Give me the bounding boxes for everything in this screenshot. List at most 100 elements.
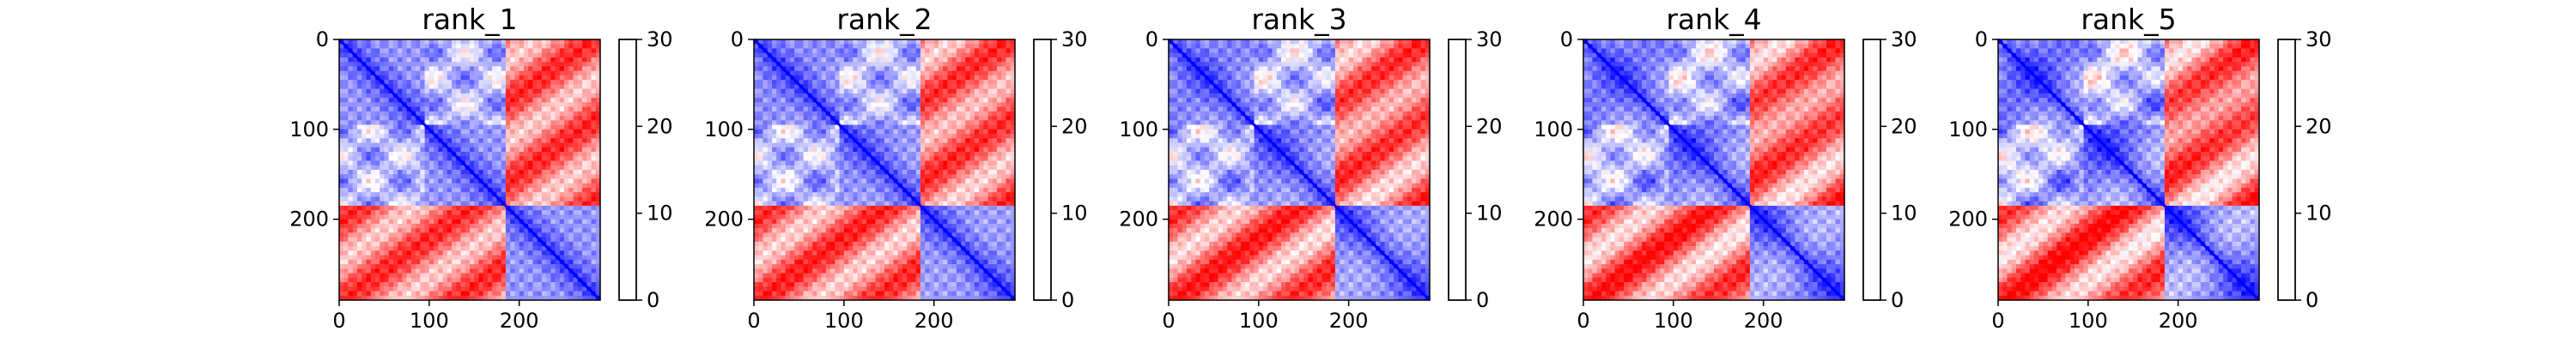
heatmap-cell: [992, 138, 998, 143]
heatmap-cell: [884, 134, 890, 139]
heatmap-cell: [817, 39, 822, 45]
heatmap-cell: [884, 66, 890, 71]
heatmap-cell: [523, 201, 529, 207]
heatmap-cell: [402, 147, 407, 153]
heatmap-cell: [812, 134, 817, 139]
heatmap-cell: [848, 98, 854, 103]
heatmap-cell: [839, 75, 845, 81]
heatmap-cell: [456, 205, 461, 211]
heatmap-cell: [384, 75, 389, 81]
heatmap-cell: [843, 111, 849, 117]
heatmap-cell: [348, 116, 354, 121]
heatmap-cell: [392, 111, 398, 117]
heatmap-cell: [460, 259, 466, 265]
heatmap-cell: [519, 165, 525, 171]
heatmap-cell: [929, 52, 934, 58]
heatmap-cell: [541, 88, 547, 94]
heatmap-cell: [496, 219, 501, 225]
heatmap-cell: [416, 255, 421, 261]
heatmap-cell: [356, 93, 362, 99]
heatmap-cell: [452, 170, 457, 175]
heatmap-cell: [559, 80, 565, 85]
heatmap-cell: [361, 66, 367, 71]
heatmap-cell: [438, 48, 443, 54]
heatmap-cell: [514, 259, 519, 265]
heatmap-cell: [785, 52, 791, 58]
heatmap-cell: [384, 255, 389, 261]
colorbar-gradient: [618, 39, 637, 301]
heatmap-cell: [416, 259, 421, 265]
heatmap-cell: [586, 210, 592, 215]
heatmap-cell: [470, 39, 475, 45]
heatmap-cell: [943, 52, 948, 58]
heatmap-cell: [416, 295, 421, 301]
heatmap-cell: [532, 264, 538, 269]
heatmap-cell: [434, 75, 439, 81]
heatmap-cell: [591, 75, 597, 81]
heatmap-cell: [893, 93, 899, 99]
x-tick-label: 100: [410, 309, 449, 333]
heatmap-cell: [392, 273, 398, 279]
heatmap-cell: [969, 93, 975, 99]
heatmap-cell: [961, 70, 966, 76]
heatmap-cell: [374, 178, 380, 184]
heatmap-cell: [897, 84, 903, 89]
heatmap-cell: [465, 142, 471, 148]
heatmap-cell: [456, 48, 461, 54]
heatmap-cell: [492, 165, 497, 171]
heatmap-cell: [821, 116, 827, 121]
heatmap-cell: [366, 187, 371, 193]
heatmap-cell: [781, 80, 786, 85]
heatmap-cell: [388, 138, 394, 143]
heatmap-cell: [564, 277, 569, 283]
heatmap-cell: [821, 111, 827, 117]
heatmap-cell: [907, 142, 912, 148]
heatmap-cell: [519, 39, 525, 45]
heatmap-cell: [992, 39, 998, 45]
heatmap-cell: [861, 84, 867, 89]
heatmap-cell: [555, 196, 561, 202]
heatmap-cell: [474, 93, 479, 99]
heatmap-cell: [456, 106, 461, 112]
heatmap-cell: [920, 102, 926, 107]
heatmap-cell: [893, 116, 899, 121]
heatmap-cell: [550, 147, 556, 153]
heatmap-cell: [505, 183, 511, 189]
heatmap-cell: [438, 66, 443, 71]
heatmap-cell: [492, 196, 497, 202]
heatmap-cell: [546, 223, 551, 229]
heatmap-cell: [979, 138, 984, 143]
heatmap-cell: [799, 75, 804, 81]
heatmap-cell: [871, 93, 876, 99]
heatmap-cell: [519, 201, 525, 207]
heatmap-cell: [398, 80, 403, 85]
heatmap-cell: [758, 62, 763, 67]
heatmap-cell: [817, 124, 822, 130]
heatmap-cell: [830, 106, 835, 112]
heatmap-cell: [879, 52, 885, 58]
heatmap-cell: [438, 183, 443, 189]
heatmap-cell: [339, 264, 344, 269]
heatmap-cell: [356, 52, 362, 58]
heatmap-cell: [843, 147, 849, 153]
heatmap-cell: [907, 70, 912, 76]
heatmap-cell: [483, 156, 489, 161]
heatmap-cell: [447, 196, 453, 202]
heatmap-cell: [374, 196, 380, 202]
heatmap-cell: [839, 52, 845, 58]
heatmap-cell: [470, 138, 475, 143]
heatmap-cell: [356, 39, 362, 45]
heatmap-cell: [392, 282, 398, 287]
heatmap-cell: [483, 124, 489, 130]
heatmap-cell: [523, 84, 529, 89]
heatmap-cell: [929, 66, 934, 71]
heatmap-cell: [825, 52, 831, 58]
heatmap-cell: [582, 241, 587, 247]
heatmap-cell: [848, 129, 854, 135]
heatmap-cell: [997, 44, 1002, 49]
heatmap-cell: [550, 255, 556, 261]
heatmap-cell: [510, 116, 515, 121]
heatmap-cell: [456, 44, 461, 49]
heatmap-cell: [564, 214, 569, 220]
heatmap-cell: [492, 264, 497, 269]
